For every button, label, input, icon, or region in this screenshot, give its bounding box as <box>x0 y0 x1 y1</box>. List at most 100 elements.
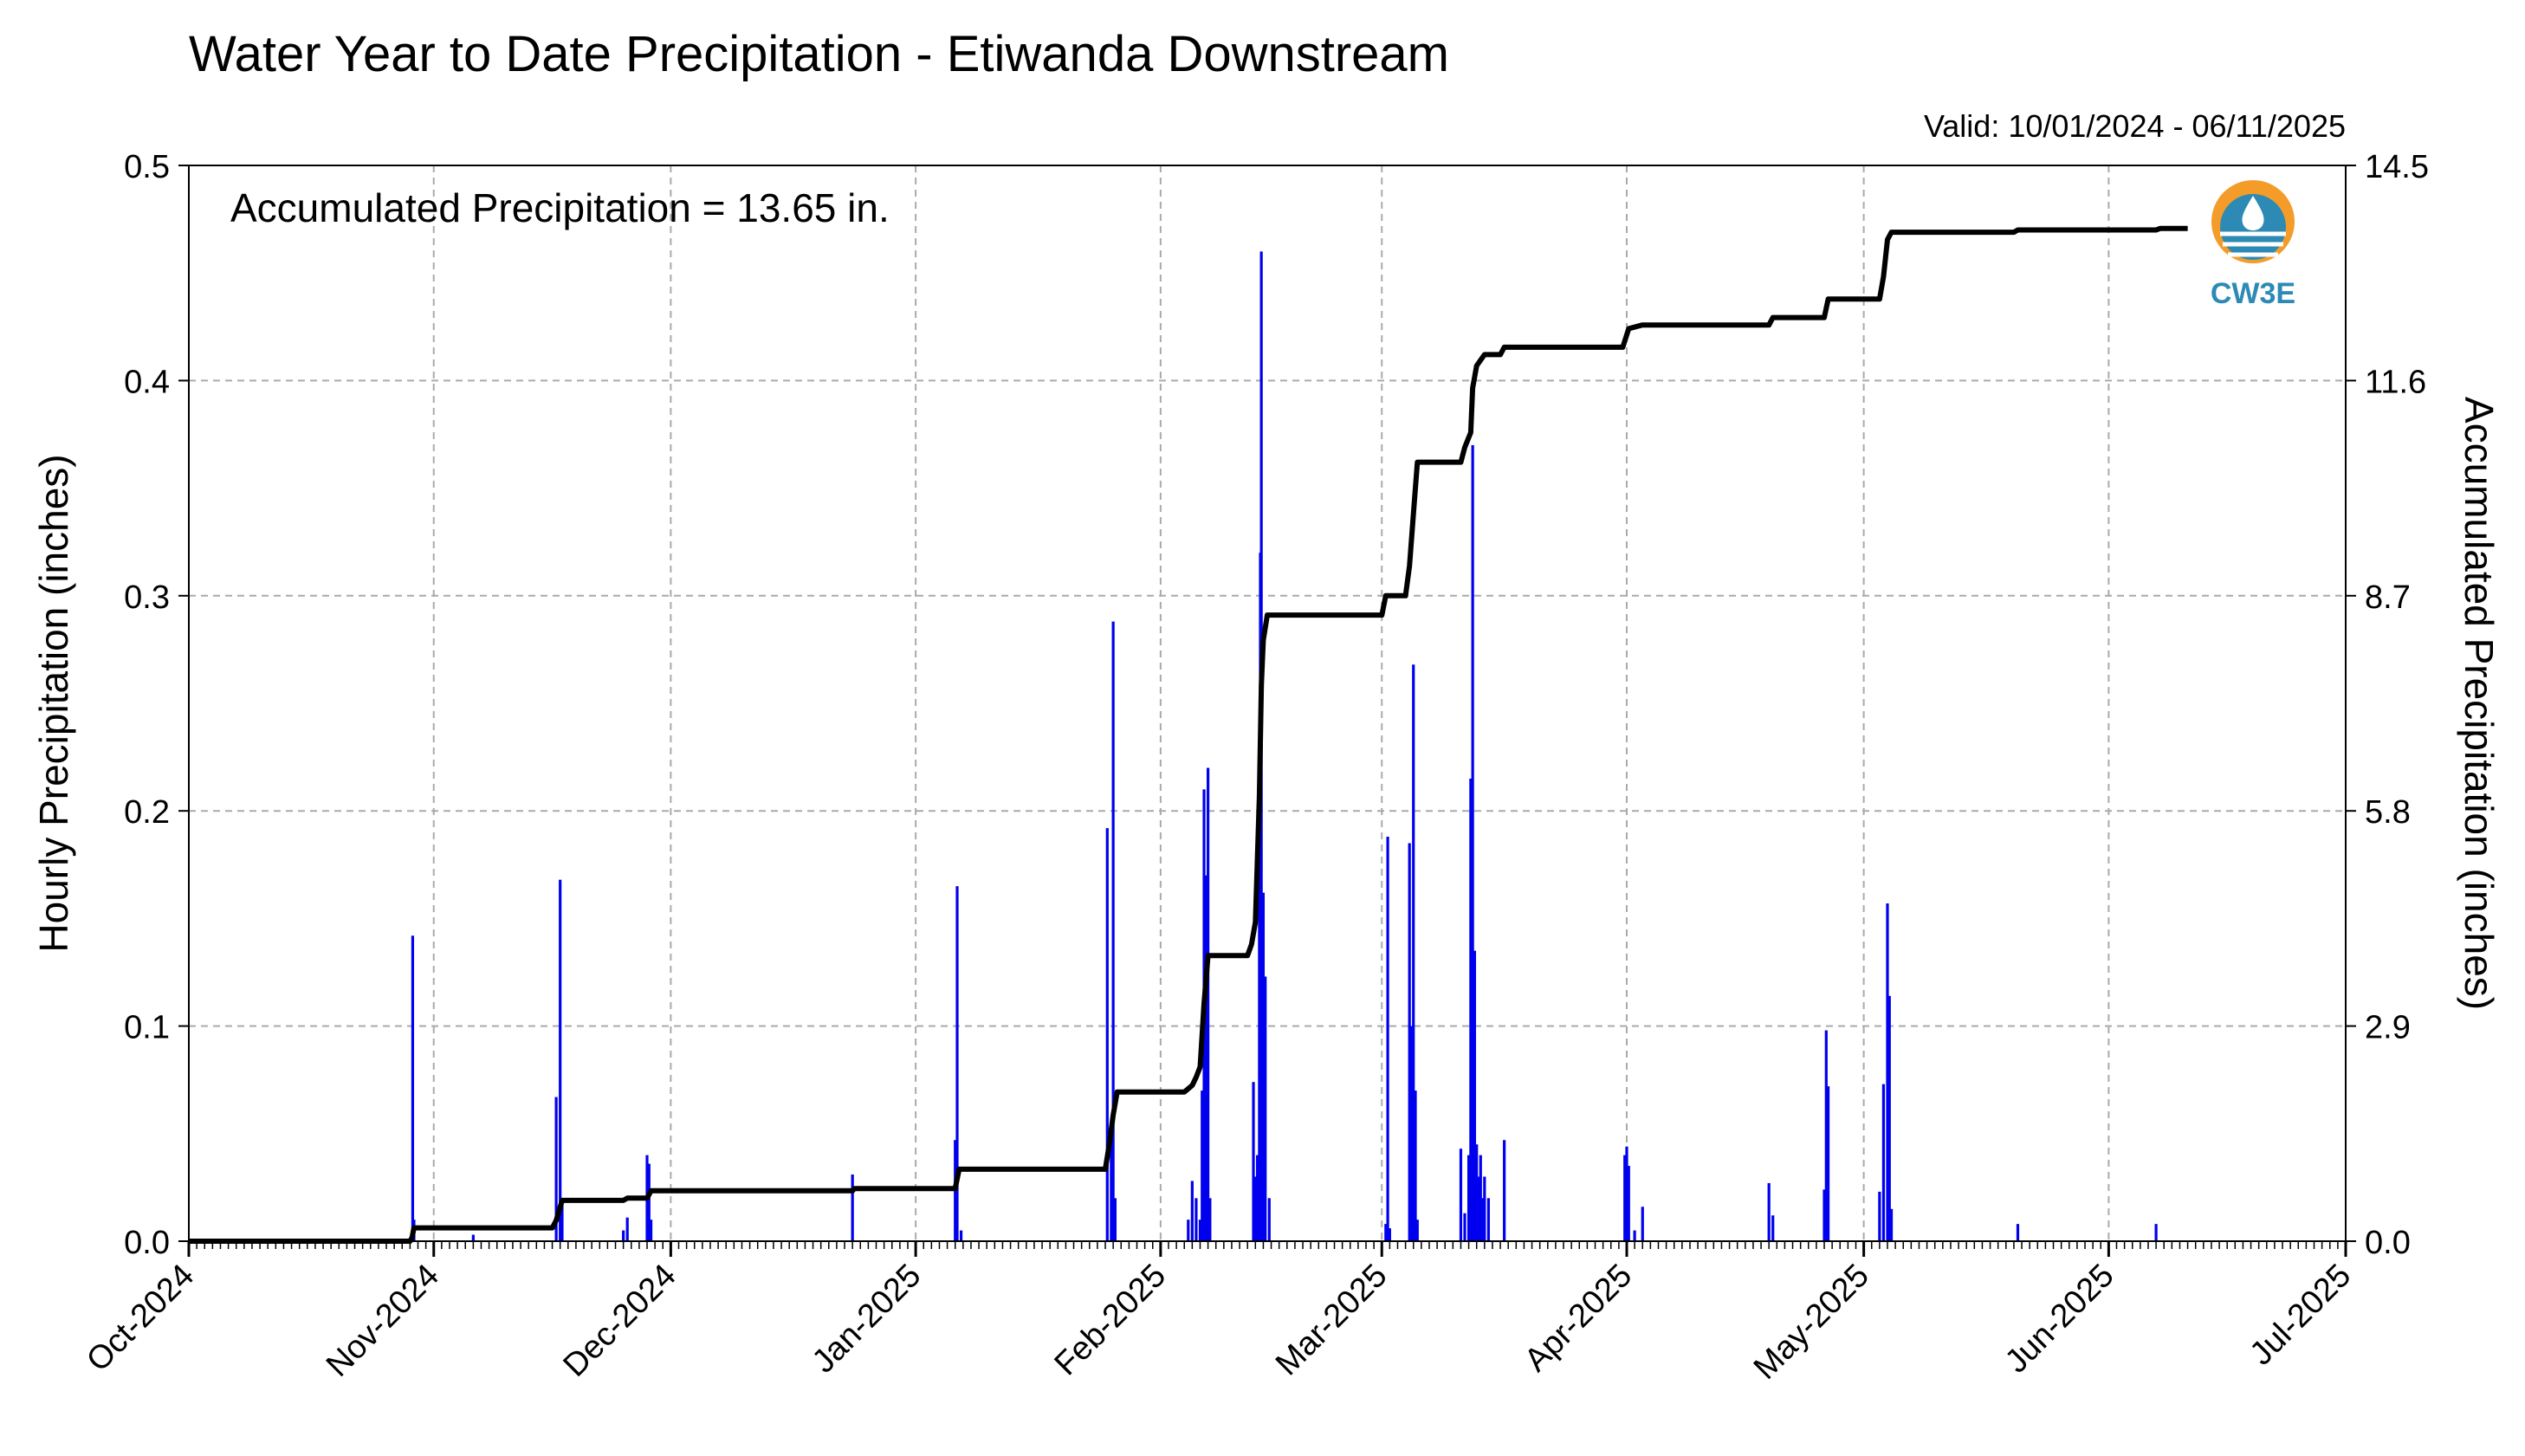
x-tick-label: Apr-2025 <box>1518 1258 1639 1379</box>
hourly-bar <box>559 879 562 1241</box>
hourly-bars <box>411 251 2158 1241</box>
hourly-bar <box>1479 1155 1482 1241</box>
hourly-bar <box>1187 1220 1190 1241</box>
x-tick-label: Jun-2025 <box>1998 1258 2121 1381</box>
hourly-bar <box>955 886 959 1241</box>
y-tick-label-left: 0.3 <box>124 579 170 616</box>
hourly-bar <box>1261 892 1266 1241</box>
accumulated-line <box>189 225 2188 1244</box>
hourly-bar <box>1255 1155 1259 1241</box>
hourly-bar <box>1204 875 1207 1241</box>
x-tick-label: Feb-2025 <box>1048 1258 1174 1383</box>
hourly-bar <box>1252 1082 1255 1241</box>
hourly-bar <box>1412 664 1415 1241</box>
x-tick-label: May-2025 <box>1747 1258 1876 1387</box>
hourly-bar <box>1503 1140 1506 1241</box>
y-tick-label-right: 0.0 <box>2365 1225 2411 1261</box>
hourly-bar <box>1475 1144 1479 1241</box>
y-tick-label-right: 2.9 <box>2365 1010 2411 1046</box>
hourly-bar <box>471 1234 475 1241</box>
logo-text: CW3E <box>2211 277 2295 310</box>
valid-date-range: Valid: 10/01/2024 - 06/11/2025 <box>1924 108 2346 144</box>
hourly-bar <box>1889 1208 1894 1241</box>
hourly-bar <box>1388 1228 1391 1241</box>
hourly-bar <box>1111 621 1115 1241</box>
hourly-bar <box>1201 1090 1204 1241</box>
hourly-bar <box>1473 950 1477 1241</box>
hourly-bar <box>1483 1176 1486 1241</box>
hourly-bar <box>1881 1084 1886 1241</box>
hourly-bar <box>1459 1149 1463 1241</box>
x-tick-label: Dec-2024 <box>557 1258 683 1384</box>
cw3e-logo: CW3E <box>2211 180 2295 310</box>
hourly-bar <box>1826 1086 1830 1241</box>
hourly-bar <box>554 1097 558 1241</box>
y-tick-label-right: 14.5 <box>2365 149 2429 185</box>
y-tick-label-left: 0.5 <box>124 149 170 185</box>
x-tick-label: Jan-2025 <box>806 1258 929 1381</box>
hourly-bar <box>1466 1155 1471 1241</box>
accumulated-line-group <box>189 225 2188 1244</box>
hourly-bar <box>1633 1230 1636 1241</box>
hourly-bar <box>1386 837 1389 1241</box>
hourly-bar <box>1641 1207 1644 1241</box>
x-tick-label: Oct-2024 <box>80 1258 201 1379</box>
hourly-bar <box>1415 1220 1419 1241</box>
hourly-bar <box>1887 995 1891 1241</box>
hourly-bar <box>1264 976 1267 1241</box>
hourly-bar <box>1771 1215 1775 1241</box>
hourly-bar <box>649 1220 653 1241</box>
hourly-bar <box>1253 1176 1257 1241</box>
hourly-bar <box>622 1230 625 1241</box>
hourly-bar <box>1878 1191 1881 1241</box>
hourly-bar <box>1486 1198 1490 1241</box>
hourly-bar <box>2016 1224 2020 1241</box>
logo-drop-icon <box>2242 196 2264 230</box>
y-tick-label-left: 0.1 <box>124 1010 170 1046</box>
x-tick-label: Jul-2025 <box>2243 1258 2359 1373</box>
hourly-bar <box>1409 1026 1414 1241</box>
hourly-bar <box>851 1174 854 1241</box>
hourly-bar <box>625 1217 629 1241</box>
hourly-bar <box>1190 1181 1194 1241</box>
hourly-bar <box>1113 1198 1117 1241</box>
logo-waves-icon <box>2220 231 2286 257</box>
accumulated-annotation: Accumulated Precipitation = 13.65 in. <box>230 185 890 230</box>
y-axis-left-label: Hourly Precipitation (inches) <box>31 454 76 952</box>
hourly-bar <box>1469 778 1473 1241</box>
hourly-bar <box>1767 1182 1771 1241</box>
hourly-bar <box>1198 1220 1202 1241</box>
hourly-bar <box>1195 1198 1198 1241</box>
y-tick-label-left: 0.0 <box>124 1225 170 1261</box>
y-tick-label-left: 0.2 <box>124 794 170 831</box>
hourly-bar <box>1267 1198 1271 1241</box>
x-tick-label: Mar-2025 <box>1269 1258 1395 1383</box>
hourly-bar <box>1208 1198 1212 1241</box>
hourly-bar <box>1623 1155 1627 1241</box>
grid-lines <box>189 165 2346 1241</box>
hourly-bar <box>1105 828 1109 1241</box>
hourly-bar <box>411 935 415 1241</box>
hourly-bar <box>2154 1224 2158 1241</box>
hourly-bar <box>1627 1166 1630 1241</box>
hourly-bar <box>1384 1224 1388 1241</box>
y-tick-label-left: 0.4 <box>124 364 170 400</box>
hourly-bar <box>1206 767 1210 1241</box>
y-tick-label-right: 5.8 <box>2365 794 2411 831</box>
plot-frame <box>188 165 2347 1242</box>
hourly-bar <box>1823 1189 1826 1241</box>
hourly-bar <box>560 1198 564 1241</box>
y-axis-right-label: Accumulated Precipitation (inches) <box>2457 397 2502 1010</box>
hourly-bar <box>1480 1198 1485 1241</box>
x-tick-label: Nov-2024 <box>320 1258 446 1384</box>
y-tick-label-right: 11.6 <box>2365 364 2426 400</box>
chart-title: Water Year to Date Precipitation - Etiwa… <box>189 26 1449 82</box>
hourly-bar <box>1414 1090 1417 1241</box>
hourly-bar <box>959 1230 963 1241</box>
hourly-bar <box>1408 843 1411 1241</box>
hourly-bar <box>1625 1146 1628 1241</box>
hourly-bar <box>647 1163 651 1241</box>
y-tick-label-right: 8.7 <box>2365 579 2411 616</box>
hourly-bar <box>1477 1176 1480 1241</box>
